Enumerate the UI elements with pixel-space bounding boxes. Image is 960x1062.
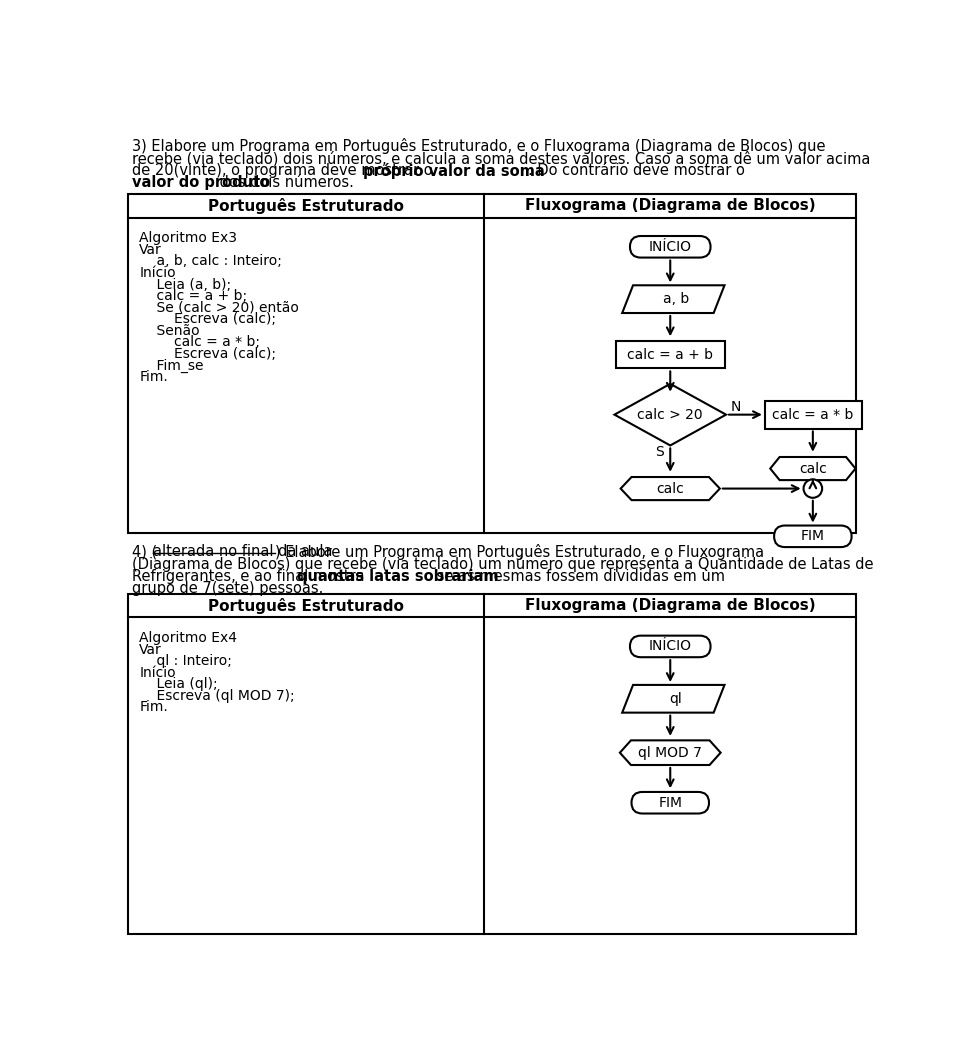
Text: grupo de 7(sete) pessoas.: grupo de 7(sete) pessoas.	[132, 581, 323, 596]
Text: calc = a + b;: calc = a + b;	[139, 289, 248, 303]
Text: Var: Var	[139, 643, 162, 656]
Text: INÍCIO: INÍCIO	[649, 240, 692, 254]
Polygon shape	[770, 457, 855, 480]
Text: 3) Elabore um Programa em Português Estruturado, e o Fluxograma (Diagrama de Blo: 3) Elabore um Programa em Português Estr…	[132, 138, 826, 154]
Text: FIM: FIM	[659, 795, 683, 809]
Text: Refrigerantes, e ao final mostra: Refrigerantes, e ao final mostra	[132, 568, 369, 584]
Text: Fluxograma (Diagrama de Blocos): Fluxograma (Diagrama de Blocos)	[525, 199, 816, 213]
Circle shape	[804, 479, 822, 498]
Text: ql: ql	[669, 691, 682, 706]
Text: Escreva (calc);: Escreva (calc);	[139, 347, 276, 361]
Text: S: S	[655, 445, 663, 459]
Text: Senão: Senão	[139, 324, 200, 338]
Text: Leia (a, b);: Leia (a, b);	[139, 277, 231, 292]
Text: Início: Início	[139, 666, 176, 680]
Polygon shape	[622, 685, 725, 713]
Text: calc: calc	[657, 481, 684, 496]
Text: a, b, calc : Inteiro;: a, b, calc : Inteiro;	[139, 255, 282, 269]
Text: Se (calc > 20) então: Se (calc > 20) então	[139, 301, 300, 314]
Text: FIM: FIM	[801, 529, 825, 544]
Text: Fluxograma (Diagrama de Blocos): Fluxograma (Diagrama de Blocos)	[525, 598, 816, 613]
Text: calc = a * b: calc = a * b	[772, 408, 853, 422]
FancyBboxPatch shape	[774, 526, 852, 547]
Text: Algoritmo Ex3: Algoritmo Ex3	[139, 232, 237, 245]
Text: calc = a + b: calc = a + b	[627, 347, 713, 361]
Text: Português Estruturado: Português Estruturado	[208, 598, 404, 614]
Text: N: N	[731, 400, 741, 414]
Text: alterada no final da aula: alterada no final da aula	[153, 544, 332, 559]
FancyBboxPatch shape	[630, 236, 710, 258]
Text: 4) (: 4) (	[132, 544, 156, 559]
Text: ) Elabore um Programa em Português Estruturado, e o Fluxograma: ) Elabore um Programa em Português Estru…	[275, 544, 764, 560]
Text: Fim_se: Fim_se	[139, 359, 204, 373]
Text: . Do contrário deve mostrar o: . Do contrário deve mostrar o	[528, 162, 745, 177]
Text: Fim.: Fim.	[139, 370, 168, 384]
Text: Var: Var	[139, 243, 162, 257]
Text: se as mesmas fossem divididas em um: se as mesmas fossem divididas em um	[432, 568, 726, 584]
Polygon shape	[622, 286, 725, 313]
Text: Escreva (calc);: Escreva (calc);	[139, 312, 276, 326]
Text: Português Estruturado: Português Estruturado	[208, 198, 404, 213]
Text: calc = a * b;: calc = a * b;	[139, 336, 260, 349]
Bar	[765, 400, 862, 428]
Text: (Diagrama de Blocos) que recebe (via teclado) um número que representa a Quantid: (Diagrama de Blocos) que recebe (via tec…	[132, 556, 874, 572]
Text: calc: calc	[799, 462, 827, 476]
Text: quantas latas sobrariam: quantas latas sobrariam	[297, 568, 498, 584]
Text: de 20(vinte), o programa deve mostrar o: de 20(vinte), o programa deve mostrar o	[132, 162, 437, 177]
Bar	[128, 194, 856, 533]
Text: ql MOD 7: ql MOD 7	[638, 746, 702, 759]
Text: Algoritmo Ex4: Algoritmo Ex4	[139, 631, 237, 645]
Text: a, b: a, b	[662, 292, 689, 306]
Polygon shape	[614, 383, 726, 445]
Text: Início: Início	[139, 267, 176, 280]
Text: calc > 20: calc > 20	[637, 408, 703, 422]
FancyBboxPatch shape	[632, 792, 709, 813]
Bar	[616, 341, 725, 369]
Text: Fim.: Fim.	[139, 700, 168, 715]
Text: valor do produto: valor do produto	[132, 175, 270, 190]
Text: INÍCIO: INÍCIO	[649, 639, 692, 653]
Text: Escreva (ql MOD 7);: Escreva (ql MOD 7);	[139, 689, 295, 703]
Text: dos dois números.: dos dois números.	[214, 175, 353, 190]
Text: ql : Inteiro;: ql : Inteiro;	[139, 654, 232, 668]
Text: próprio valor da soma: próprio valor da soma	[363, 162, 544, 178]
FancyBboxPatch shape	[630, 636, 710, 657]
Polygon shape	[620, 740, 721, 765]
Text: recebe (via teclado) dois números, e calcula a soma destes valores. Caso a soma : recebe (via teclado) dois números, e cal…	[132, 151, 870, 166]
Text: Leia (ql);: Leia (ql);	[139, 678, 218, 691]
Bar	[128, 594, 856, 933]
Polygon shape	[621, 477, 720, 500]
